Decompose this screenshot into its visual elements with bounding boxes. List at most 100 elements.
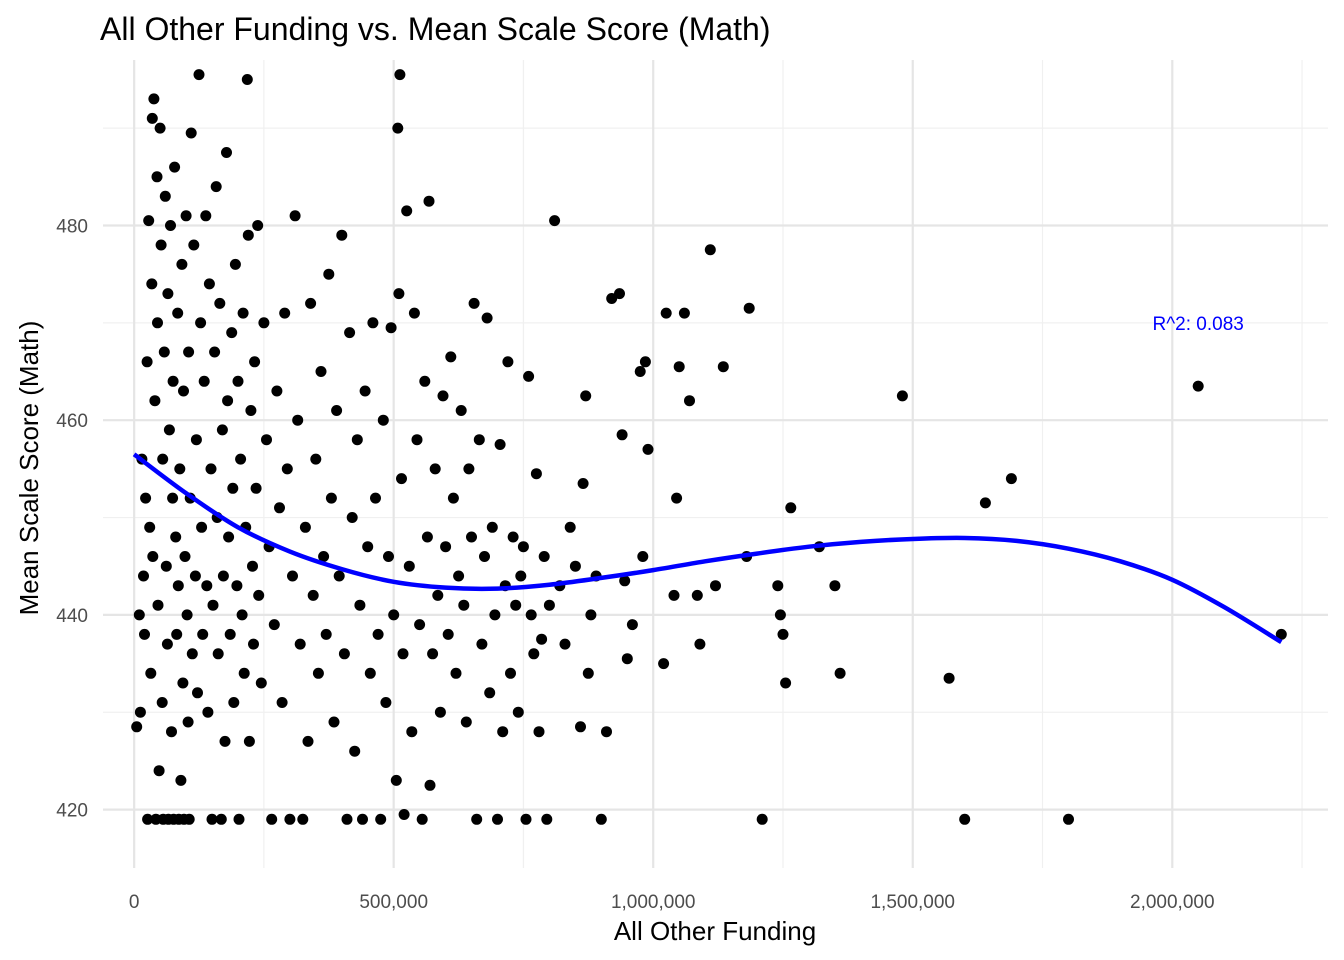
data-point bbox=[455, 405, 467, 416]
data-point bbox=[231, 580, 243, 592]
data-point bbox=[215, 813, 227, 825]
data-point bbox=[660, 307, 672, 319]
data-point bbox=[505, 667, 516, 679]
data-point bbox=[341, 813, 353, 825]
data-point bbox=[541, 813, 553, 825]
data-point bbox=[205, 463, 217, 475]
data-point bbox=[362, 541, 374, 553]
data-point bbox=[658, 658, 670, 670]
data-point bbox=[241, 74, 253, 85]
data-point bbox=[549, 215, 561, 227]
data-point bbox=[146, 112, 158, 124]
data-point bbox=[207, 599, 219, 611]
data-point bbox=[406, 726, 418, 738]
data-point bbox=[165, 220, 176, 231]
data-point bbox=[595, 813, 607, 825]
data-point bbox=[190, 434, 202, 446]
data-point bbox=[394, 69, 406, 81]
data-point bbox=[227, 482, 239, 494]
data-point bbox=[175, 774, 187, 786]
data-point bbox=[419, 375, 431, 387]
data-point bbox=[336, 229, 348, 241]
data-point bbox=[232, 375, 244, 387]
data-point bbox=[517, 541, 529, 553]
data-point bbox=[212, 648, 224, 660]
data-point bbox=[271, 385, 283, 397]
data-point bbox=[564, 521, 576, 533]
data-point bbox=[196, 521, 208, 533]
data-point bbox=[401, 205, 413, 217]
y-axis-title: Mean Scale Score (Math) bbox=[14, 321, 44, 616]
x-tick-label: 500,000 bbox=[359, 892, 428, 913]
data-point bbox=[203, 278, 215, 290]
data-point bbox=[943, 672, 955, 684]
data-point bbox=[299, 521, 311, 533]
x-axis-ticks: 0 500,000 1,000,000 1,500,000 2,000,000 bbox=[129, 892, 1215, 913]
data-point bbox=[249, 356, 261, 368]
x-axis-title: All Other Funding bbox=[614, 916, 816, 946]
data-point bbox=[481, 312, 493, 324]
data-point bbox=[185, 127, 197, 139]
data-point bbox=[673, 361, 685, 373]
data-point bbox=[357, 813, 368, 825]
data-point bbox=[512, 706, 524, 718]
data-point bbox=[377, 414, 389, 426]
data-point bbox=[284, 813, 296, 825]
data-point bbox=[287, 570, 298, 582]
data-point bbox=[237, 307, 249, 319]
data-point bbox=[242, 229, 254, 241]
data-point bbox=[320, 628, 332, 640]
data-point bbox=[354, 599, 366, 611]
data-point bbox=[585, 609, 597, 621]
data-point bbox=[182, 716, 194, 728]
data-point bbox=[178, 385, 189, 397]
data-point bbox=[423, 195, 435, 207]
data-point bbox=[155, 239, 167, 251]
fit-curve bbox=[132, 452, 1283, 645]
data-point bbox=[559, 638, 571, 650]
data-point bbox=[502, 356, 514, 368]
data-point bbox=[140, 492, 152, 504]
data-point bbox=[520, 813, 532, 825]
data-point bbox=[154, 122, 166, 134]
data-point bbox=[176, 258, 188, 270]
x-tick-label: 2,000,000 bbox=[1130, 892, 1215, 913]
data-point bbox=[569, 560, 581, 572]
data-point bbox=[453, 570, 465, 582]
data-point bbox=[158, 346, 170, 358]
data-point bbox=[192, 687, 203, 699]
data-point bbox=[575, 721, 586, 733]
data-point bbox=[1192, 380, 1204, 392]
data-point bbox=[694, 638, 706, 650]
data-point bbox=[634, 366, 646, 377]
data-point bbox=[834, 667, 846, 679]
data-point bbox=[710, 580, 721, 592]
data-point bbox=[252, 220, 264, 231]
data-point bbox=[743, 302, 755, 314]
data-point bbox=[161, 638, 173, 650]
data-point bbox=[209, 346, 221, 358]
data-point bbox=[274, 502, 285, 514]
data-point bbox=[614, 288, 625, 300]
data-point bbox=[188, 239, 200, 251]
data-point bbox=[147, 551, 159, 562]
data-point bbox=[294, 638, 306, 650]
data-point bbox=[146, 278, 158, 290]
data-point bbox=[416, 813, 428, 825]
r-squared-annotation: R^2: 0.083 bbox=[1153, 314, 1244, 335]
data-point bbox=[141, 356, 153, 368]
data-point bbox=[229, 258, 241, 270]
data-point bbox=[276, 697, 288, 708]
data-point bbox=[189, 570, 201, 582]
data-point bbox=[171, 628, 183, 640]
data-point bbox=[959, 813, 971, 825]
data-point bbox=[397, 648, 409, 660]
data-point bbox=[310, 453, 322, 465]
y-tick-label: 480 bbox=[56, 216, 88, 237]
x-tick-label: 0 bbox=[129, 892, 140, 913]
data-point bbox=[896, 390, 908, 402]
data-point bbox=[325, 492, 337, 504]
data-point bbox=[525, 609, 537, 621]
data-point bbox=[323, 268, 335, 280]
